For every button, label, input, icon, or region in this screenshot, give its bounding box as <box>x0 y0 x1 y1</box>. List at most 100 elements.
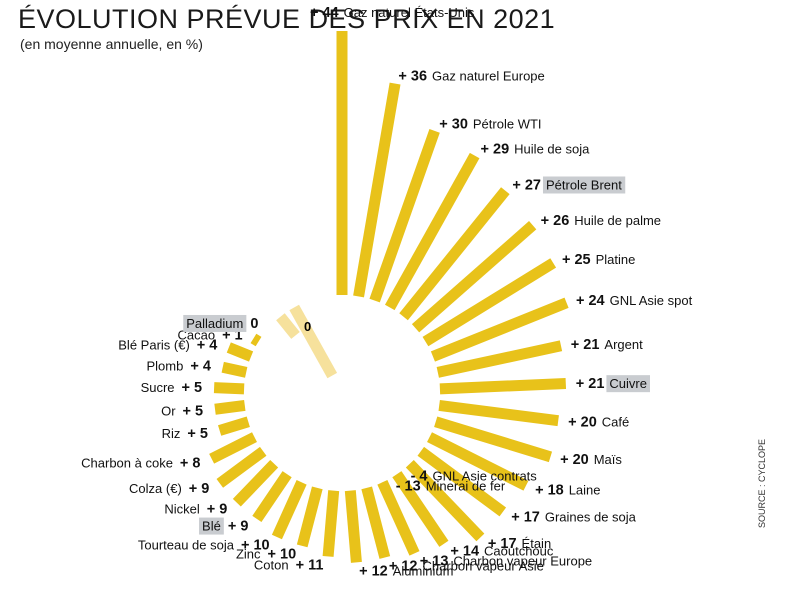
category-label-colza: Colza (€) <box>129 481 182 496</box>
label-gnl-asie-contrats: - 4 GNL Asie contrats <box>411 468 538 484</box>
bar-zinc <box>296 486 323 548</box>
category-label-tourteau-de-soja: Tourteau de soja <box>138 537 235 552</box>
value-label-argent: + 21 <box>571 337 600 353</box>
bar-riz <box>218 416 250 436</box>
label-huile-de-palme: + 26 Huile de palme <box>541 213 661 229</box>
value-label-aluminium: + 12 <box>359 563 388 579</box>
bar-gnl-asie-contrats <box>276 313 300 339</box>
value-label-gaz-naturel-europe: + 36 <box>398 69 427 85</box>
label-cafe: + 20 Café <box>568 415 629 431</box>
category-label-gaz-naturel-europe: Gaz naturel Europe <box>432 69 545 84</box>
label-ble: Blé + 9 <box>202 519 248 535</box>
category-label-graines-de-soja: Graines de soja <box>545 510 637 525</box>
value-label-platine: + 25 <box>562 252 591 268</box>
label-plomb: Plomb + 4 <box>146 359 210 375</box>
label-gaz-naturel-etats-unis: + 44 Gaz naturel États-Unis <box>310 5 475 21</box>
bar-gaz-naturel-europe <box>353 82 401 298</box>
label-huile-de-soja: + 29 Huile de soja <box>481 142 591 158</box>
category-label-platine: Platine <box>596 252 636 267</box>
bar-colza <box>216 446 267 488</box>
category-label-ble: Blé <box>202 519 221 534</box>
highlight-petrole-brent <box>542 176 626 194</box>
category-label-or: Or <box>161 403 176 418</box>
value-label-zinc: + 10 <box>268 547 297 563</box>
bar-laine <box>427 432 529 491</box>
value-label-mais: + 20 <box>560 452 589 468</box>
category-label-aluminium: Aluminium <box>393 563 454 578</box>
bar-cacao <box>250 333 262 347</box>
category-label-charbon-vapeur-europe: Charbon vapeur Europe <box>453 554 592 569</box>
value-label-tourteau-de-soja: + 10 <box>241 537 270 553</box>
bar-platine <box>422 258 557 347</box>
value-label-gnl-asie-spot: + 24 <box>576 293 605 309</box>
category-label-nickel: Nickel <box>164 502 200 517</box>
category-label-etain: Étain <box>522 536 552 551</box>
value-label-etain: + 17 <box>488 536 517 552</box>
bar-aluminium <box>344 490 362 563</box>
value-label-huile-de-soja: + 29 <box>481 142 510 158</box>
category-label-zinc: Zinc <box>236 547 261 562</box>
bar-gnl-asie-spot <box>430 297 569 362</box>
bar-ble-paris <box>226 342 254 362</box>
value-label-plomb: + 4 <box>190 359 211 375</box>
highlight-cuivre <box>606 375 650 393</box>
zero-baseline-label: 0 <box>304 319 311 334</box>
bar-petrole-wti <box>369 129 440 303</box>
category-label-laine: Laine <box>569 482 601 497</box>
category-label-huile-de-palme: Huile de palme <box>574 213 661 228</box>
label-sucre: Sucre + 5 <box>141 380 203 396</box>
value-label-ble: + 9 <box>228 519 249 535</box>
category-label-sucre: Sucre <box>141 380 175 395</box>
label-petrole-wti: + 30 Pétrole WTI <box>439 116 541 132</box>
label-colza: Colza (€) + 9 <box>129 481 209 497</box>
bar-huile-de-soja <box>384 152 480 311</box>
bar-cafe <box>438 399 559 427</box>
bar-tourteau-de-soja <box>271 480 307 540</box>
value-label-petrole-wti: + 30 <box>439 116 468 132</box>
value-label-nickel: + 9 <box>207 502 228 518</box>
chart-title: ÉVOLUTION PRÉVUE DES PRIX EN 2021 <box>18 4 556 34</box>
bar-etain <box>405 459 485 542</box>
bar-coton <box>322 490 340 557</box>
bar-minerai-de-fer <box>289 304 338 379</box>
category-label-minerai-de-fer: Minerai de fer <box>426 479 506 494</box>
label-gnl-asie-spot: + 24 GNL Asie spot <box>576 293 693 309</box>
bar-ble <box>252 471 292 523</box>
category-label-coton: Coton <box>254 557 289 572</box>
category-label-charbon-a-coke: Charbon à coke <box>81 455 173 470</box>
bar-huile-de-palme <box>411 221 537 333</box>
value-label-riz: + 5 <box>187 426 208 442</box>
category-label-argent: Argent <box>604 337 643 352</box>
label-etain: + 17 Étain <box>488 536 551 552</box>
label-palladium: Palladium 0 <box>186 316 258 332</box>
label-charbon-vapeur-asie: + 12 Charbon vapeur Asie <box>389 558 544 574</box>
category-label-caoutchouc: Caoutchouc <box>484 543 554 558</box>
bar-charbon-vapeur-asie <box>361 486 391 559</box>
highlight-ble <box>199 517 224 535</box>
chart-subtitle: (en moyenne annuelle, en %) <box>20 36 203 52</box>
label-laine: + 18 Laine <box>535 482 600 498</box>
category-label-huile-de-soja: Huile de soja <box>514 142 590 157</box>
value-label-charbon-vapeur-asie: + 12 <box>389 558 418 574</box>
category-label-cafe: Café <box>602 415 629 430</box>
bar-plomb <box>221 361 248 378</box>
category-label-charbon-vapeur-asie: Charbon vapeur Asie <box>422 558 543 573</box>
category-label-gnl-asie-spot: GNL Asie spot <box>610 293 693 308</box>
value-label-minerai-de-fer: - 13 <box>396 479 421 495</box>
bar-nickel <box>232 459 279 507</box>
category-label-petrole-brent: Pétrole Brent <box>546 177 622 192</box>
value-label-colza: + 9 <box>189 481 210 497</box>
label-or: Or + 5 <box>161 403 203 419</box>
value-label-coton: + 11 <box>296 557 324 573</box>
bar-caoutchouc <box>392 471 449 547</box>
label-cuivre: + 21 Cuivre <box>576 376 647 392</box>
label-mais: + 20 Maïs <box>560 452 622 468</box>
labels-group: + 44 Gaz naturel États-Unis + 36 Gaz nature… <box>81 5 692 579</box>
value-label-graines-de-soja: + 17 <box>511 510 540 526</box>
category-label-gnl-asie-contrats: GNL Asie contrats <box>433 468 538 483</box>
value-label-palladium: 0 <box>250 316 258 332</box>
value-label-ble-paris: + 4 <box>197 338 218 354</box>
bar-cuivre <box>439 377 567 395</box>
category-label-ble-paris: Blé Paris (€) <box>118 338 190 353</box>
value-label-laine: + 18 <box>535 482 564 498</box>
